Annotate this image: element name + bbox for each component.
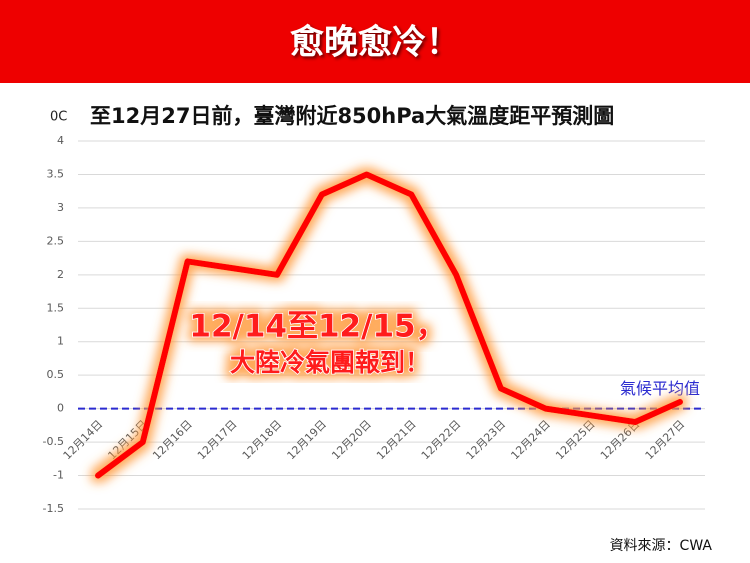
source: 資料來源：CWA [610,538,713,554]
x-tick-label: 12月19日 [285,418,330,463]
y-tick-label: -0.5 [43,435,64,448]
data-line [95,171,683,479]
x-tick-label: 12月16日 [150,418,195,463]
y-tick-label: 1 [57,335,64,348]
x-tick-label: 12月23日 [464,418,509,463]
x-tick-label: 12月14日 [61,418,106,463]
y-unit: 0C [50,110,67,125]
y-tick-label: 4 [57,134,64,147]
x-tick-label: 12月22日 [419,418,464,463]
y-tick-label: 3 [57,201,64,214]
x-tick-label: 12月18日 [240,418,285,463]
banner-bg [0,0,750,83]
y-tick-label: 1.5 [47,301,65,314]
y-tick-label: 2.5 [47,234,65,247]
x-tick-label: 12月21日 [374,418,419,463]
chart-title: 至12月27日前，臺灣附近850hPa大氣溫度距平預測圖 [90,104,614,128]
x-tick-label: 12月25日 [553,418,598,463]
annotation: 12/14至12/15， [189,309,446,345]
y-tick-label: 0 [57,402,64,415]
x-tick-label: 12月17日 [195,418,240,463]
y-tick-label: 0.5 [47,368,65,381]
annotation: 大陸冷氣團報到！ [230,348,430,377]
x-tick-label: 12月27日 [643,418,688,463]
y-tick-label: 3.5 [47,167,65,180]
x-tick-label: 12月24日 [508,418,553,463]
x-tick-label: 12月20日 [329,418,374,463]
banner-title: 愈晚愈冷！ [290,23,460,63]
reference-label: 氣候平均值 [620,379,700,398]
y-tick-label: -1.5 [43,502,64,515]
y-tick-label: 2 [57,268,64,281]
y-tick-label: -1 [53,469,64,482]
